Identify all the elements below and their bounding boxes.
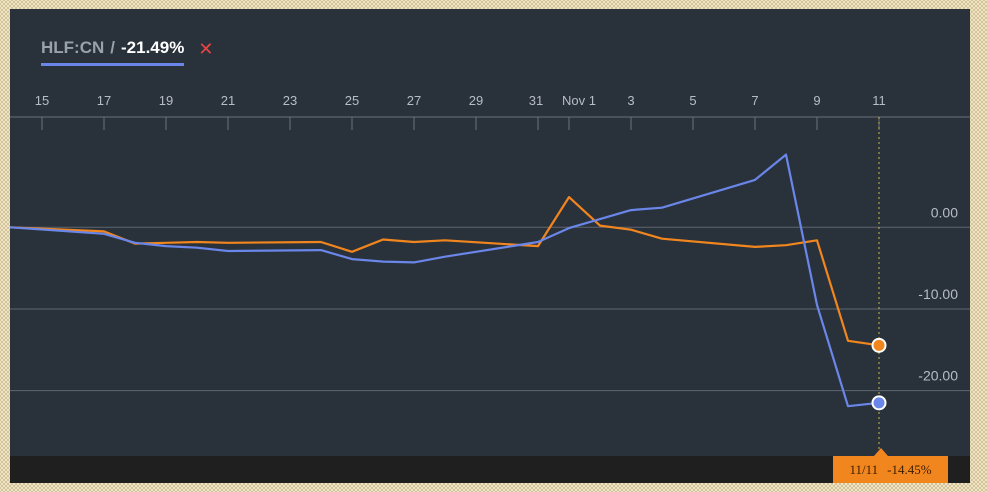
x-tick-label: 31 [529,93,543,108]
series-line-primary [10,153,880,408]
y-grid [10,226,970,392]
legend-symbol: HLF:CN [41,38,105,57]
crosshair-tooltip: 11/11 -14.45% [833,456,948,483]
series-markers [871,337,887,411]
x-tick-label: 11 [872,93,886,108]
tooltip-pointer [874,448,888,456]
legend-series-item[interactable]: HLF:CN / -21.49% [41,38,185,66]
series-end-marker-comparison [871,337,887,353]
x-tick-label: 9 [813,93,820,108]
x-tick-label: 7 [751,93,758,108]
y-axis: 0.00 -10.00 -20.00 [918,204,958,383]
x-tick-label: Nov 1 [562,93,596,108]
legend: HLF:CN / -21.49% ✕ [41,38,213,66]
x-tick-label: 19 [159,93,173,108]
y-tick-label: -10.00 [918,286,958,302]
x-tick-label: 3 [627,93,634,108]
x-tick-label: 23 [283,93,297,108]
close-icon[interactable]: ✕ [198,39,214,59]
y-tick-label: 0.00 [931,204,958,220]
legend-separator: / [110,38,115,57]
y-tick-label: -20.00 [918,368,958,384]
x-tick-label: 29 [469,93,483,108]
line-chart[interactable]: 15 17 19 21 23 25 27 29 31 Nov 1 3 5 7 9 11 0.00 -10.00… [10,9,970,483]
x-axis: 15 17 19 21 23 25 27 29 31 Nov 1 3 5 7 9 11 [35,93,886,130]
legend-change-value: -21.49% [121,38,185,57]
navigator-strip [10,456,970,483]
x-tick-label: 5 [689,93,696,108]
x-tick-label: 21 [221,93,235,108]
x-tick-label: 15 [35,93,49,108]
chart-panel: 15 17 19 21 23 25 27 29 31 Nov 1 3 5 7 9 11 0.00 -10.00… [10,9,970,483]
x-tick-label: 25 [345,93,359,108]
x-tick-label: 27 [407,93,421,108]
tooltip-date: 11/11 [849,461,879,477]
x-tick-label: 17 [97,93,111,108]
tooltip-value: -14.45% [887,461,932,477]
series-line-comparison [10,196,880,347]
series-end-marker-primary [871,395,887,411]
series-lines [10,153,880,408]
